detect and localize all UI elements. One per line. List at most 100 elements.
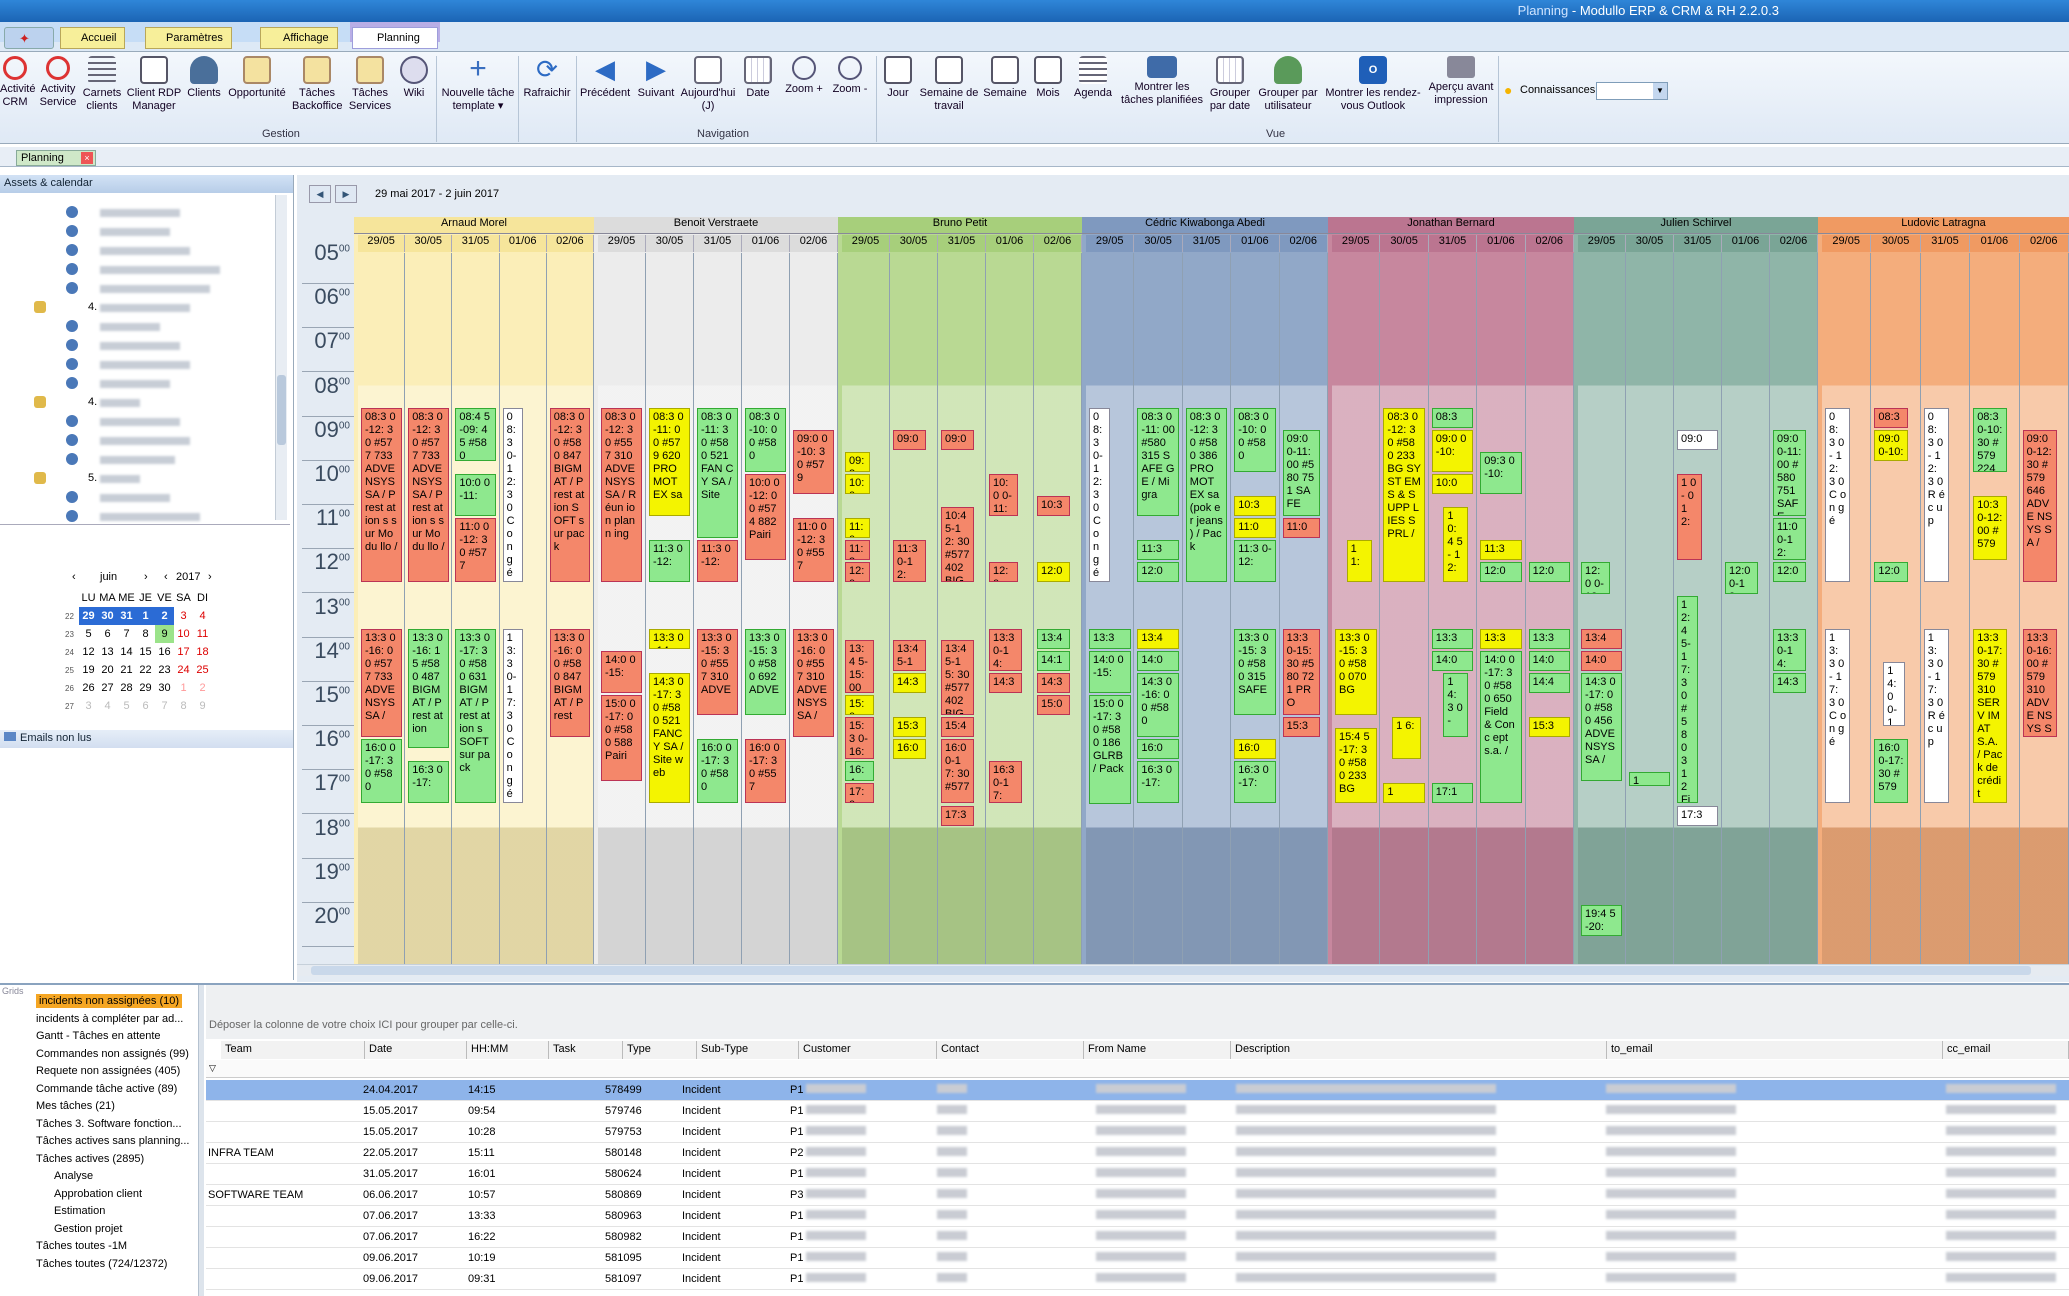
calendar-day[interactable]: 31 — [117, 607, 136, 625]
person-header[interactable]: Arnaud Morel — [354, 217, 594, 234]
mois-view-button[interactable]: Mois — [1030, 56, 1066, 100]
appointment-block[interactable]: 11:0 — [845, 518, 870, 539]
appointment-block[interactable]: 12:0 — [1037, 562, 1071, 583]
appointment-block[interactable]: 17:3 — [1677, 805, 1719, 826]
app-menu-button[interactable]: ✦ — [4, 27, 54, 49]
day-slot-column[interactable] — [1770, 253, 1818, 964]
appointment-block[interactable]: 13:4 — [1581, 628, 1623, 649]
calendar-day[interactable]: 23 — [158, 664, 171, 676]
tab-accueil[interactable]: Accueil — [60, 27, 126, 49]
tab-parametres[interactable]: Paramètres — [145, 27, 232, 49]
appointment-block[interactable]: 14:3 0-17: 30 #580 521 FANC Y SA / Site … — [649, 672, 691, 804]
table-row[interactable]: 09.06.2017 09:31 581097 Incident P1 — [206, 1269, 2069, 1290]
day-slot-column[interactable] — [1822, 253, 1872, 964]
appointment-block[interactable]: 17:3 — [941, 805, 975, 826]
appointment-block[interactable]: 1 — [1383, 783, 1425, 804]
calendar-day[interactable]: 6 — [104, 628, 111, 640]
appointment-block[interactable]: 08:3 0-11: 00 #580 315 SAFE GE / Migra — [1137, 407, 1179, 517]
table-row[interactable]: 09.06.2017 10:19 581095 Incident P1 — [206, 1248, 2069, 1269]
next-year-icon[interactable]: › — [208, 571, 212, 583]
appointment-block[interactable]: 08:3 0-12: 30 #577 733 ADVE NSYS SA / Pr… — [408, 407, 449, 583]
day-slot-column[interactable] — [1428, 253, 1478, 964]
tree-row[interactable] — [0, 450, 290, 469]
tab-affichage[interactable]: Affichage — [260, 27, 338, 49]
semaine-travail-view-button[interactable]: Semaine de travail — [918, 56, 980, 113]
grid-nav-item[interactable]: Mes tâches (21) — [36, 1100, 115, 1112]
clients-button[interactable]: Clients — [186, 56, 222, 100]
column-header-cc-email[interactable]: cc_email — [1943, 1041, 2069, 1059]
column-header-description[interactable]: Description — [1231, 1041, 1607, 1059]
person-header[interactable]: Julien Schirvel — [1574, 217, 1818, 234]
day-slot-column[interactable] — [842, 253, 890, 964]
appointment-block[interactable]: 13:4 5-14: — [893, 639, 927, 671]
rafraichir-button[interactable]: ⟳ Rafraichir — [523, 54, 571, 99]
taches-backoffice-button[interactable]: Tâches Backoffice — [292, 56, 343, 113]
appointment-block[interactable]: 15:0 — [1037, 695, 1071, 716]
appointment-block[interactable]: 1 6: — [1392, 717, 1422, 760]
connaissances-dropdown[interactable]: ▼ — [1596, 82, 1668, 100]
appointment-block[interactable]: 14:0 — [1581, 650, 1623, 671]
appointment-block[interactable]: 14:3 — [1773, 672, 1807, 693]
calendar-day-today[interactable]: 9 — [155, 625, 174, 643]
appointment-block[interactable]: 08:3 — [1431, 407, 1474, 428]
day-slot-column[interactable] — [1525, 253, 1574, 964]
calendar-day[interactable]: 25 — [196, 664, 209, 676]
table-row[interactable]: 31.05.2017 16:01 580624 Incident P1 — [206, 1164, 2069, 1185]
semaine-view-button[interactable]: Semaine — [982, 56, 1028, 100]
appointment-block[interactable]: 10:3 — [1234, 496, 1276, 517]
taches-services-button[interactable]: Tâches Services — [346, 56, 394, 113]
day-header[interactable]: 01/06 — [1970, 235, 2020, 252]
appointment-block[interactable]: 11:0 0-12: 30 #577 — [455, 518, 496, 583]
calendar-day[interactable]: 11 — [196, 628, 209, 640]
appointment-block[interactable]: 1 4: 3 0- — [1443, 672, 1469, 738]
table-row[interactable]: 07.06.2017 13:33 580963 Incident P1 — [206, 1206, 2069, 1227]
zoom-in-button[interactable]: Zoom + — [782, 56, 826, 96]
calendar-day[interactable]: 15 — [139, 646, 152, 658]
appointment-block[interactable]: 1 3: 3 0- 1 7: 3 0 R é c u p — [1923, 628, 1950, 804]
calendar-day[interactable]: 13 — [101, 646, 114, 658]
appointment-block[interactable]: 14:0 — [1431, 650, 1474, 671]
table-row[interactable]: SOFTWARE TEAM 06.06.2017 10:57 580869 Incide… — [206, 1185, 2069, 1206]
appointment-block[interactable]: 14:4 — [1528, 672, 1571, 693]
tree-group-row[interactable]: 4. — [0, 393, 290, 412]
appointment-block[interactable]: 15:3 — [893, 717, 927, 738]
agenda-view-button[interactable]: Agenda — [1068, 56, 1118, 100]
appointment-block[interactable]: 13:3 0-15: 30 #557 310 ADVE — [697, 628, 739, 716]
day-slot-column[interactable] — [598, 253, 646, 964]
person-header[interactable]: Ludovic Latragna — [1818, 217, 2069, 234]
appointment-block[interactable]: 15:3 — [1528, 717, 1571, 738]
day-slot-column[interactable] — [646, 253, 694, 964]
person-header[interactable]: Benoit Verstraete — [594, 217, 838, 234]
day-header[interactable]: 01/06 — [499, 235, 547, 252]
appointment-block[interactable]: 09:0 0-11: 00 #580 751 SAFE — [1282, 429, 1321, 517]
appointment-block[interactable]: 16:0 — [893, 739, 927, 760]
appointment-block[interactable]: 11:3 — [845, 540, 870, 561]
appointment-block[interactable]: 09:0 — [893, 429, 927, 450]
day-header[interactable]: 02/06 — [1525, 235, 1574, 252]
appointment-block[interactable]: 11:3 0-12: — [697, 540, 739, 583]
day-slot-column[interactable] — [790, 253, 838, 964]
appointment-block[interactable]: 13:3 0-16: 00 #579 310 ADVE NSYS SA / — [2022, 628, 2057, 738]
day-slot-column[interactable] — [1182, 253, 1232, 964]
document-tab-planning[interactable]: Planning × — [16, 150, 96, 166]
carnets-clients-button[interactable]: Carnets clients — [82, 56, 122, 113]
appointment-block[interactable]: 14:0 — [1528, 650, 1571, 671]
calendar-day[interactable]: 21 — [120, 664, 133, 676]
appointment-block[interactable]: 19:4 5-20: — [1581, 904, 1623, 937]
day-slot-column[interactable] — [1380, 253, 1429, 964]
suivant-button[interactable]: ▶ Suivant — [637, 54, 675, 99]
day-slot-column[interactable] — [694, 253, 742, 964]
calendar-day[interactable]: 3 — [180, 610, 187, 622]
tree-row[interactable] — [0, 260, 290, 279]
appointment-block[interactable]: 13:3 0-14: — [989, 628, 1023, 671]
appointment-block[interactable]: 1 — [1629, 772, 1671, 787]
activite-crm-button[interactable]: Activité CRM — [0, 56, 35, 109]
appointment-block[interactable]: 09:0 0-12: 30 #579 646 ADVE NSYS SA / — [2022, 429, 2057, 583]
day-slot-column[interactable] — [938, 253, 986, 964]
scroll-thumb[interactable] — [311, 966, 2031, 975]
calendar-day[interactable]: 9 — [199, 700, 206, 712]
appointment-block[interactable]: 08:3 0-11: 00 #579 620 PRO MOT EX sa — [649, 407, 691, 517]
appointment-block[interactable]: 12:0 0-12: — [1581, 562, 1610, 594]
appointment-block[interactable]: 13:3 0-16: 00 #557 310 ADVE NSYS SA / — [793, 628, 835, 738]
appointment-block[interactable]: 0 8: 3 0- 1 2: 3 0 C o n g é — [1825, 407, 1851, 583]
